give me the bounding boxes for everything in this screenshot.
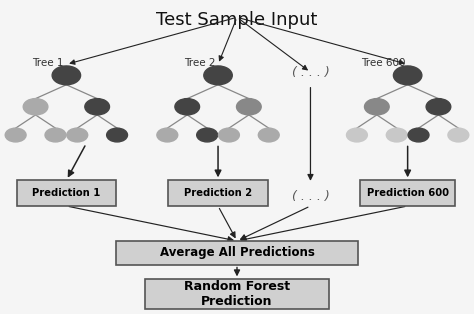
Text: Test Sample Input: Test Sample Input bbox=[156, 11, 318, 29]
Circle shape bbox=[157, 128, 178, 142]
Circle shape bbox=[219, 128, 239, 142]
Circle shape bbox=[52, 66, 81, 85]
Text: ( . . . ): ( . . . ) bbox=[292, 190, 329, 203]
Text: Tree 600: Tree 600 bbox=[361, 57, 405, 68]
Circle shape bbox=[393, 66, 422, 85]
Circle shape bbox=[426, 99, 451, 115]
Circle shape bbox=[107, 128, 128, 142]
Circle shape bbox=[197, 128, 218, 142]
FancyBboxPatch shape bbox=[17, 180, 116, 206]
Text: Prediction 1: Prediction 1 bbox=[32, 188, 100, 198]
FancyBboxPatch shape bbox=[116, 241, 358, 264]
Circle shape bbox=[448, 128, 469, 142]
Circle shape bbox=[386, 128, 407, 142]
Circle shape bbox=[45, 128, 66, 142]
FancyBboxPatch shape bbox=[360, 180, 455, 206]
Circle shape bbox=[175, 99, 200, 115]
Text: Prediction 600: Prediction 600 bbox=[367, 188, 448, 198]
FancyBboxPatch shape bbox=[145, 279, 329, 309]
Circle shape bbox=[85, 99, 109, 115]
Circle shape bbox=[365, 99, 389, 115]
FancyBboxPatch shape bbox=[168, 180, 268, 206]
Circle shape bbox=[67, 128, 88, 142]
Circle shape bbox=[5, 128, 26, 142]
Text: Average All Predictions: Average All Predictions bbox=[160, 246, 314, 259]
Text: ( . . . ): ( . . . ) bbox=[292, 66, 329, 79]
Circle shape bbox=[23, 99, 48, 115]
Text: Random Forest
Prediction: Random Forest Prediction bbox=[184, 280, 290, 308]
Circle shape bbox=[258, 128, 279, 142]
Circle shape bbox=[408, 128, 429, 142]
Circle shape bbox=[346, 128, 367, 142]
Text: Prediction 2: Prediction 2 bbox=[184, 188, 252, 198]
Circle shape bbox=[237, 99, 261, 115]
Text: Tree 1: Tree 1 bbox=[33, 57, 64, 68]
Circle shape bbox=[204, 66, 232, 85]
Text: Tree 2: Tree 2 bbox=[184, 57, 216, 68]
